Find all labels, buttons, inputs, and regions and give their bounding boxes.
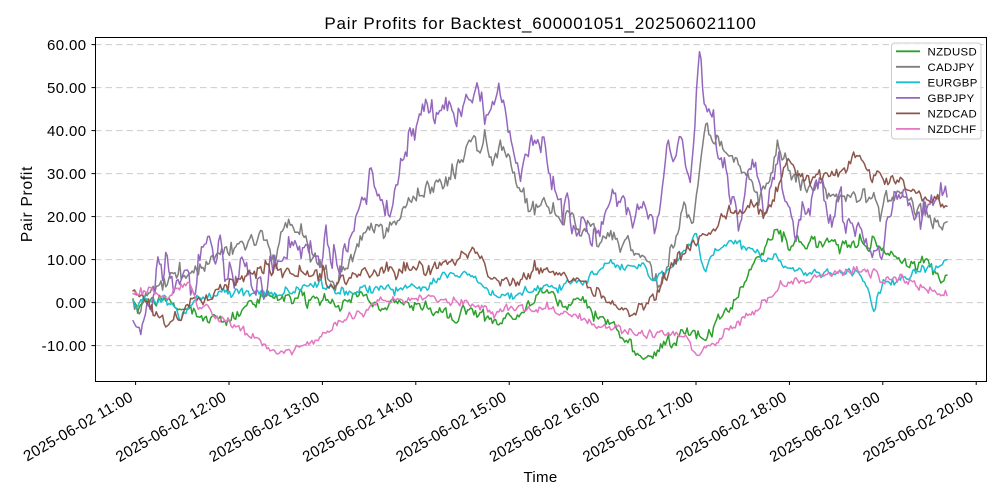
svg-text:20.00: 20.00 — [47, 209, 87, 226]
svg-text:EURGBP: EURGBP — [928, 78, 978, 90]
svg-text:Time: Time — [524, 469, 558, 486]
svg-text:50.00: 50.00 — [47, 80, 87, 97]
svg-text:Pair Profit: Pair Profit — [19, 166, 36, 242]
svg-text:Pair Profits for Backtest_6000: Pair Profits for Backtest_600001051_2025… — [324, 14, 756, 33]
svg-text:10.00: 10.00 — [47, 252, 87, 269]
svg-text:30.00: 30.00 — [47, 166, 87, 183]
svg-text:60.00: 60.00 — [47, 37, 87, 54]
svg-text:-10.00: -10.00 — [42, 338, 87, 355]
svg-text:NZDUSD: NZDUSD — [928, 47, 978, 59]
svg-text:NZDCAD: NZDCAD — [928, 109, 978, 121]
svg-text:40.00: 40.00 — [47, 123, 87, 140]
svg-text:CADJPY: CADJPY — [928, 62, 975, 74]
svg-text:0.00: 0.00 — [56, 295, 87, 312]
svg-text:GBPJPY: GBPJPY — [928, 93, 975, 105]
svg-text:NZDCHF: NZDCHF — [928, 124, 977, 136]
